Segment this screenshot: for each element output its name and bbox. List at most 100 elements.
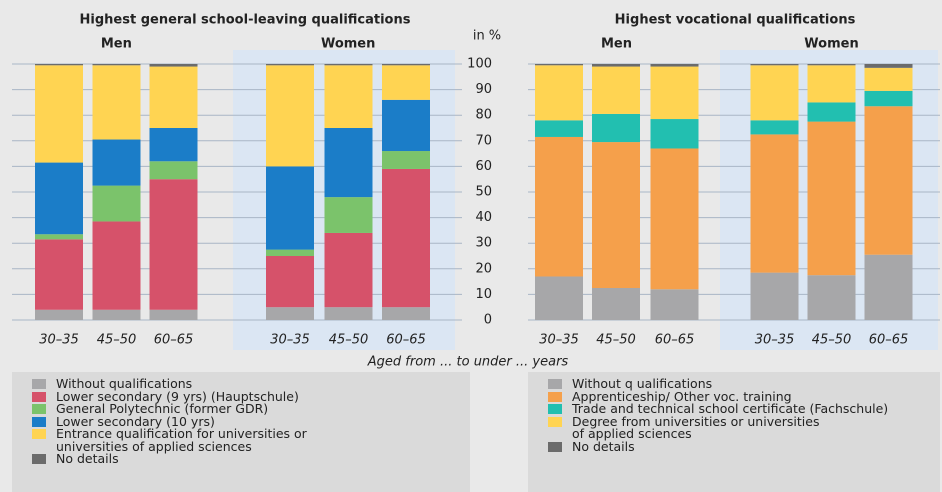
bar-segment <box>382 64 430 66</box>
legend-item: Apprenticeship/ Other voc. training <box>548 388 940 404</box>
bar-segment <box>382 307 430 320</box>
bar-segment <box>864 254 913 320</box>
legend-item: General Polytechnic (former GDR) <box>32 401 470 416</box>
bar-segment <box>35 64 83 66</box>
legend-label: No details <box>56 451 119 466</box>
legend-swatch <box>32 404 46 414</box>
y-tick-label: 100 <box>467 57 492 72</box>
bar-segment <box>149 179 198 310</box>
bar-segment <box>266 65 314 167</box>
bar-segment <box>650 148 699 290</box>
legend-item: Degree from universities or universities… <box>548 413 940 441</box>
legend-item: Trade and technical school certificate (… <box>548 402 940 416</box>
bar-segment <box>266 256 314 308</box>
bar-segment <box>750 272 799 320</box>
bar-segment <box>149 309 198 320</box>
bar-segment <box>864 106 913 255</box>
x-tick-label: 60–65 <box>386 333 426 348</box>
bar-segment <box>807 65 856 103</box>
x-tick-label: 30–35 <box>539 333 579 348</box>
group-label: Women <box>321 37 375 52</box>
chart: Highest general school-leaving qualifica… <box>12 13 940 370</box>
bar-segment <box>149 161 198 180</box>
group-label: Men <box>601 37 632 52</box>
bar-segment <box>535 136 583 277</box>
x-axis-label: Aged from ... to under ... years <box>367 355 569 370</box>
bar-segment <box>149 66 198 128</box>
y-tick-label: 60 <box>475 159 492 174</box>
legend-swatch <box>32 379 46 389</box>
legend-swatch <box>32 454 46 464</box>
bar-segment <box>324 307 373 320</box>
bar-segment <box>266 307 314 320</box>
bar-segment <box>382 168 430 308</box>
bar-segment <box>807 64 856 66</box>
bar-segment <box>750 134 799 273</box>
legend-label: General Polytechnic (former GDR) <box>56 401 269 416</box>
bar-segment <box>35 65 83 163</box>
legend-label: Without qualifications <box>56 376 193 391</box>
bar-segment <box>535 65 583 121</box>
bar-segment <box>592 64 640 67</box>
bar-segment <box>750 120 799 135</box>
bar-segment <box>92 65 141 140</box>
bar-segment <box>750 65 799 121</box>
legend-label: Apprenticeship/ Other voc. training <box>572 388 792 404</box>
bar-segment <box>149 64 198 67</box>
bar-segment <box>592 288 640 320</box>
y-tick-label: 90 <box>475 82 492 97</box>
bar-segment <box>92 309 141 320</box>
y-tick-label: 20 <box>475 261 492 276</box>
y-tick-label: 80 <box>475 108 492 123</box>
bar-segment <box>535 276 583 320</box>
bar-segment <box>324 232 373 308</box>
legend-swatch <box>32 429 46 439</box>
legend-item: No details <box>548 438 940 454</box>
bar-segment <box>807 102 856 122</box>
bar-segment <box>535 120 583 137</box>
legend-label: Degree from universities or universities… <box>572 413 820 441</box>
legend-swatch <box>548 441 562 452</box>
x-tick-label: 30–35 <box>270 333 310 348</box>
bar-segment <box>92 139 141 186</box>
bar-segment <box>324 197 373 233</box>
legend-item: Without q ualifications <box>548 377 940 391</box>
legend-item: Without qualifications <box>32 376 470 391</box>
bar-segment <box>324 128 373 198</box>
bar-segment <box>592 66 640 114</box>
bar-segment <box>382 99 430 152</box>
x-tick-label: 60–65 <box>154 333 194 348</box>
bar-segment <box>592 142 640 288</box>
legend-label: Entrance qualification for universities … <box>56 426 307 454</box>
bar-segment <box>266 249 314 256</box>
bar-segment <box>535 64 583 66</box>
chart-title: Highest general school-leaving qualifica… <box>80 13 411 28</box>
bar-segment <box>149 128 198 162</box>
x-tick-label: 45–50 <box>329 333 369 348</box>
bar-segment <box>807 121 856 276</box>
bar-segment <box>35 239 83 310</box>
legend-label: No details <box>572 438 635 454</box>
x-tick-label: 45–50 <box>812 333 852 348</box>
y-tick-label: 0 <box>484 313 492 328</box>
bar-segment <box>324 65 373 128</box>
legend-swatch <box>548 379 562 389</box>
bar-segment <box>92 64 141 66</box>
y-axis-label: in % <box>473 29 501 44</box>
x-tick-label: 30–35 <box>755 333 795 348</box>
y-tick-label: 40 <box>475 210 492 225</box>
bar-segment <box>35 309 83 320</box>
bar-segment <box>92 221 141 310</box>
bar-segment <box>650 119 699 149</box>
x-tick-label: 45–50 <box>97 333 137 348</box>
y-tick-label: 30 <box>475 236 492 251</box>
legend-item: No details <box>32 451 470 466</box>
legend-item: Lower secondary (10 yrs) <box>32 415 470 429</box>
bar-segment <box>92 185 141 222</box>
legend-swatch <box>32 416 46 427</box>
bar-segment <box>864 64 913 68</box>
bar-segment <box>592 113 640 143</box>
bar-segment <box>650 289 699 320</box>
bar-segment <box>864 67 913 91</box>
